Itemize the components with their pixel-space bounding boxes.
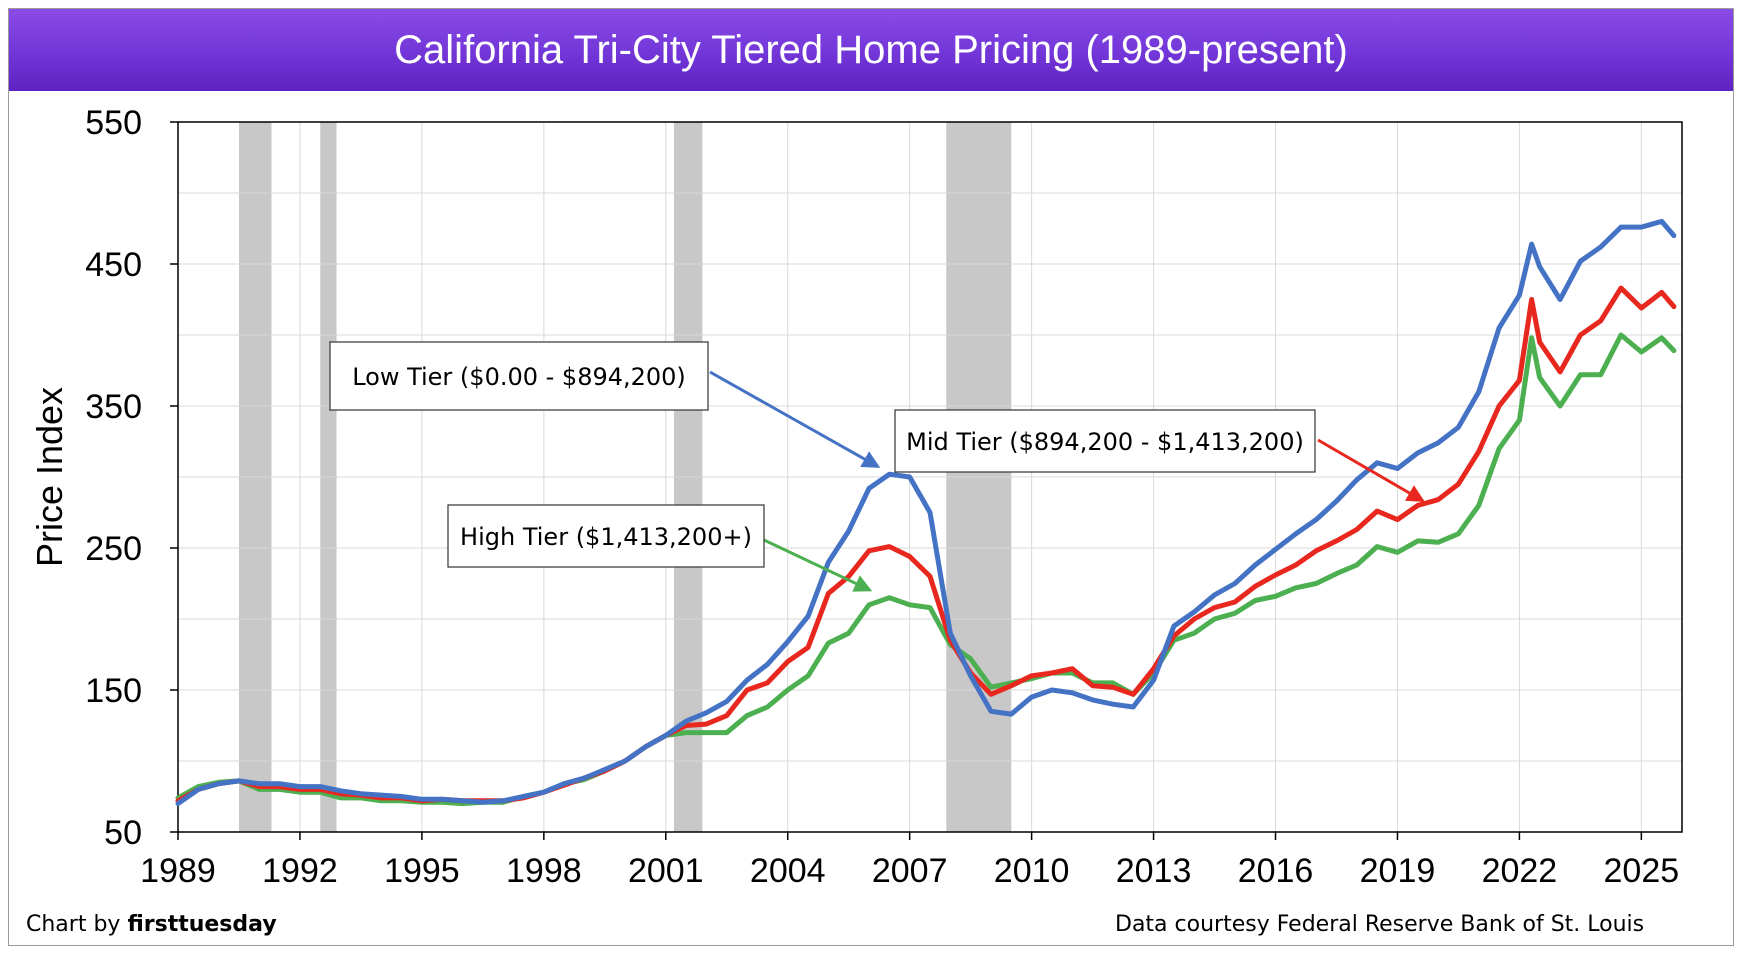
x-tick-label: 2019	[1360, 852, 1436, 890]
x-tick-label: 2010	[994, 852, 1070, 890]
annotation-box	[329, 341, 709, 411]
credit-prefix: Chart by	[26, 912, 121, 937]
x-tick-label: 1995	[384, 852, 460, 890]
x-tick-label: 2016	[1238, 852, 1314, 890]
x-tick-label: 2001	[628, 852, 704, 890]
annotation-label: Mid Tier ($894,200 - $1,413,200)	[906, 428, 1304, 456]
annotation-arrow	[709, 370, 881, 468]
annotation-label: High Tier ($1,413,200+)	[460, 523, 752, 551]
y-tick-label: 550	[85, 104, 142, 142]
y-tick-label: 250	[85, 530, 142, 568]
x-tick-label: 2025	[1604, 852, 1680, 890]
x-tick-label: 2013	[1116, 852, 1192, 890]
credit-brand: firsttuesday	[127, 912, 277, 937]
x-tick-label: 2022	[1482, 852, 1558, 890]
grid-lines	[178, 121, 1682, 833]
axis-labels: 50 150 250 350 450 550 1989 1992 1995 1998 2001 200…	[85, 104, 1679, 890]
y-tick-label: 50	[104, 814, 142, 852]
annotation-arrow	[1317, 438, 1425, 503]
annotation-label: Low Tier ($0.00 - $894,200)	[352, 363, 686, 391]
chart-credit: Chart by firsttuesday	[26, 912, 277, 937]
annotations: Low Tier ($0.00 - $894,200) Mid Tier ($89…	[329, 341, 1425, 592]
chart-title: California Tri-City Tiered Home Pricing …	[394, 27, 1348, 72]
y-tick-label: 150	[85, 672, 142, 710]
data-source: Data courtesy Federal Reserve Bank of St…	[1115, 912, 1645, 937]
series-lines	[175, 218, 1677, 807]
x-tick-label: 1989	[140, 852, 216, 890]
x-tick-label: 1992	[262, 852, 338, 890]
x-tick-label: 1998	[506, 852, 582, 890]
title-bar: California Tri-City Tiered Home Pricing …	[9, 9, 1733, 91]
x-tick-label: 2004	[750, 852, 826, 890]
series-line-low-tier	[175, 218, 1677, 807]
annotation-box	[894, 409, 1316, 473]
annotation-arrow	[763, 538, 873, 592]
plot-border	[177, 121, 1683, 833]
y-tick-label: 450	[85, 246, 142, 284]
y-tick-label: 350	[85, 388, 142, 426]
annotation-box	[447, 504, 765, 568]
x-tick-label: 2007	[872, 852, 948, 890]
y-axis-title: Price Index	[29, 387, 70, 567]
